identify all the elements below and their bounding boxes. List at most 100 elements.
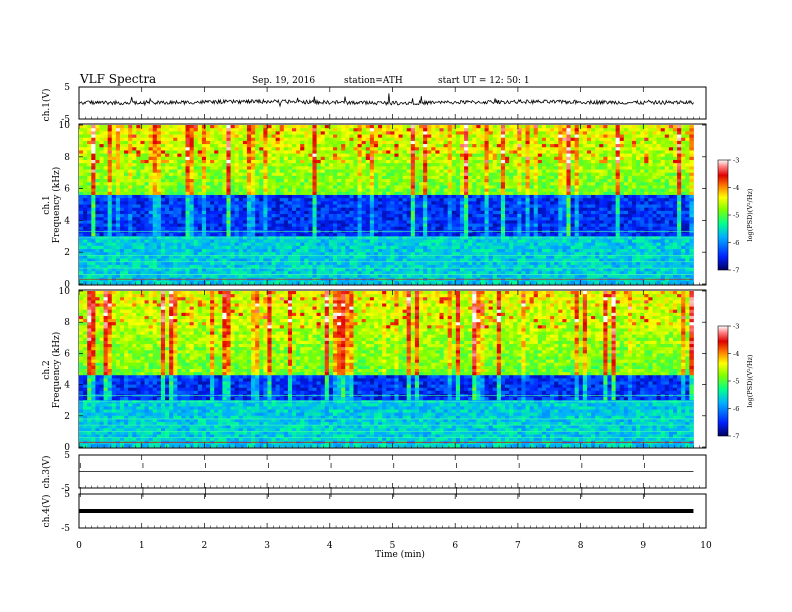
spectrogram-cell: [99, 210, 104, 215]
spectrogram-cell: [488, 182, 494, 186]
spectrogram-cell: [443, 179, 449, 183]
spectrogram-cell: [300, 169, 305, 174]
spectrogram-cell: [509, 182, 514, 186]
spectrogram-cell: [394, 125, 399, 129]
spectrogram-cell: [169, 214, 174, 218]
spectrogram-cell: [275, 210, 281, 215]
spectrogram-cell: [271, 226, 277, 231]
spectrogram-cell: [136, 131, 141, 135]
spectrogram-cell: [525, 172, 531, 177]
spectrogram-cell: [214, 144, 219, 148]
spectrogram-cell: [369, 153, 375, 158]
spectrogram-cell: [148, 166, 154, 170]
spectrogram-cell: [632, 223, 637, 228]
spectrogram-cell: [599, 172, 604, 177]
spectrogram-cell: [672, 169, 678, 174]
spectrogram-cell: [238, 163, 244, 167]
spectrogram-cell: [566, 185, 571, 189]
spectrogram-cell: [554, 137, 559, 142]
spectrogram-cell: [185, 131, 191, 135]
spectrogram-cell: [193, 131, 199, 135]
spectrogram-cell: [230, 220, 236, 224]
spectrogram-cell: [271, 147, 277, 151]
spectrogram-cell: [472, 185, 477, 189]
spectrogram-cell: [423, 223, 428, 228]
spectrogram-cell: [287, 207, 293, 212]
spectrogram-cell: [365, 156, 371, 161]
spectrogram-cell: [480, 188, 485, 193]
spectrogram-cell: [656, 134, 662, 139]
spectrogram-cell: [574, 159, 580, 164]
spectrogram-cell: [226, 188, 231, 193]
spectrogram-cell: [259, 147, 264, 151]
spectrogram-cell: [459, 179, 465, 183]
spectrogram-cell: [472, 175, 477, 180]
spectrogram-cell: [648, 166, 653, 170]
spectrogram-cell: [554, 144, 559, 148]
spectrogram-cell: [132, 204, 137, 209]
spectrogram-cell: [341, 166, 346, 170]
spectrogram-cell: [132, 159, 137, 164]
spectrogram-cell: [283, 204, 289, 209]
spectrogram-cell: [255, 204, 260, 209]
spectrogram-cell: [197, 226, 203, 231]
spectrogram-cell: [451, 210, 457, 215]
spectrogram-cell: [603, 169, 608, 174]
spectrogram-cell: [246, 131, 252, 135]
spectrogram-cell: [283, 125, 289, 129]
spectrogram-cell: [218, 226, 223, 231]
spectrogram-cell: [246, 172, 252, 177]
spectrogram-cell: [521, 198, 526, 202]
spectrogram-cell: [459, 147, 465, 151]
spectrogram-cell: [218, 201, 223, 205]
spectrogram-cell: [447, 128, 453, 132]
spectrogram-cell: [619, 175, 625, 180]
spectrogram-cell: [283, 140, 289, 145]
spectrogram-cell: [292, 204, 297, 209]
spectrogram-cell: [128, 140, 133, 145]
spectrogram-cell: [521, 156, 526, 161]
spectrogram-cell: [238, 182, 244, 186]
spectrogram-cell: [95, 140, 100, 145]
spectrogram-cell: [505, 214, 510, 218]
spectrogram-cell: [95, 226, 100, 231]
spectrogram-cell: [378, 188, 383, 193]
spectrogram-cell: [324, 191, 330, 196]
spectrogram-cell: [324, 185, 330, 189]
spectrogram-cell: [410, 198, 416, 202]
spectrogram-cell: [668, 144, 674, 148]
spectrogram-cell: [439, 214, 444, 218]
spectrogram-cell: [398, 128, 404, 132]
spectrogram-cell: [177, 134, 182, 139]
spectrogram-cell: [451, 144, 457, 148]
spectrogram-cell: [271, 191, 277, 196]
spectrogram-cell: [271, 134, 277, 139]
spectrogram-cell: [558, 220, 563, 224]
spectrogram-cell: [480, 153, 485, 158]
spectrogram-cell: [357, 226, 363, 231]
spectrogram-cell: [537, 163, 543, 167]
spectrogram-cell: [574, 194, 580, 199]
spectrogram-cell: [636, 144, 641, 148]
spectrogram-cell: [677, 131, 682, 135]
spectrogram-cell: [341, 207, 346, 212]
spectrogram-cell: [459, 217, 465, 221]
spectrogram-cell: [246, 134, 252, 139]
spectrogram-cell: [365, 223, 371, 228]
spectrogram-cell: [365, 188, 371, 193]
spectrogram-cell: [525, 185, 531, 189]
spectrogram-cell: [83, 163, 88, 167]
spectrogram-cell: [349, 166, 354, 170]
spectrogram-cell: [623, 210, 629, 215]
spectrogram-cell: [582, 137, 588, 142]
spectrogram-cell: [124, 140, 129, 145]
spectrogram-cell: [328, 210, 334, 215]
spectrogram-cell: [214, 223, 219, 228]
spectrogram-cell: [246, 217, 252, 221]
spectrogram-cell: [505, 185, 510, 189]
spectrogram-cell: [632, 220, 637, 224]
spectrogram-cell: [664, 214, 670, 218]
spectrogram-cell: [652, 179, 657, 183]
spectrogram-cell: [337, 182, 342, 186]
spectrogram-cell: [292, 175, 297, 180]
